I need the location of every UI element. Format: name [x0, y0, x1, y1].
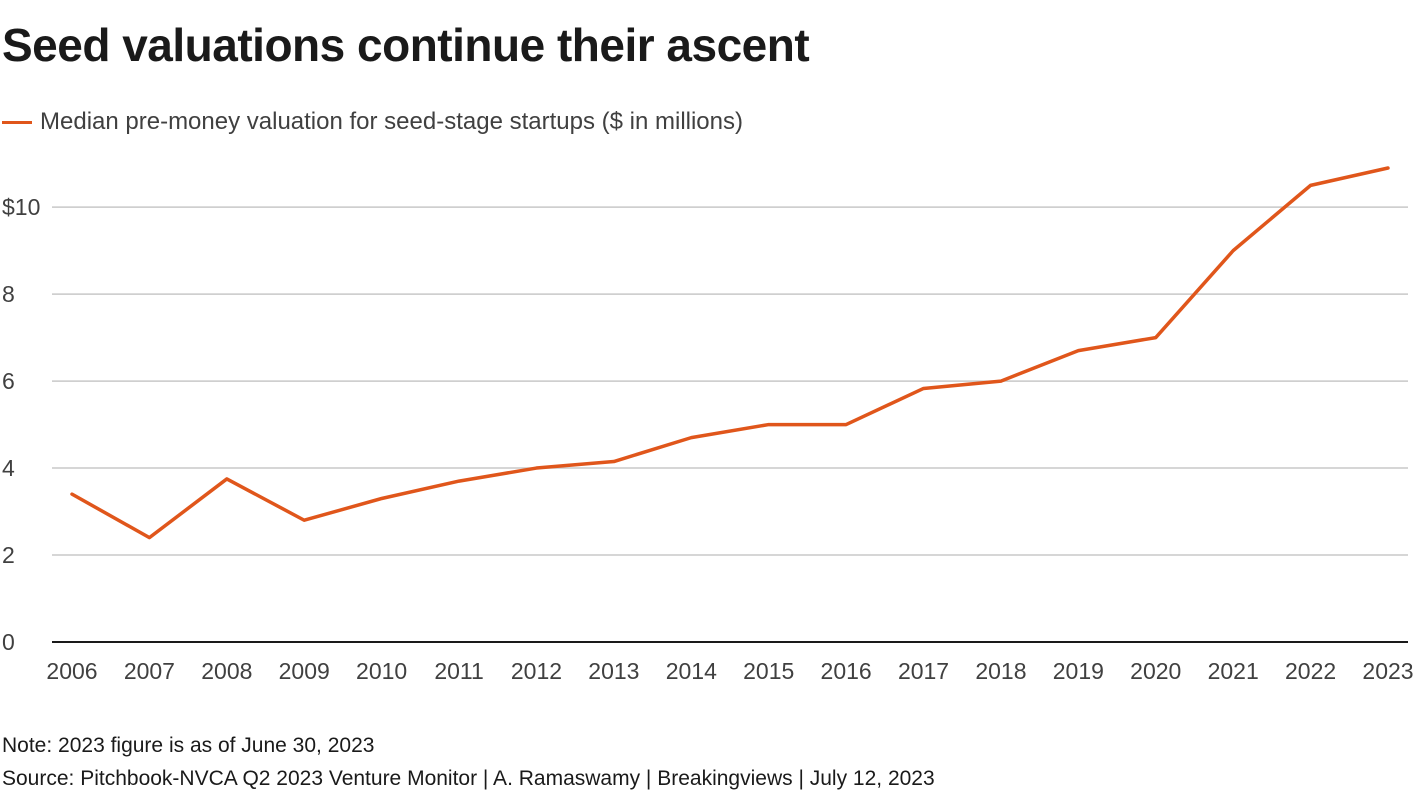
- data-point: [225, 477, 229, 481]
- x-tick-label: 2008: [201, 658, 252, 684]
- legend-label: Median pre-money valuation for seed-stag…: [40, 108, 743, 135]
- x-tick-label: 2019: [1053, 658, 1104, 684]
- data-point: [147, 536, 151, 540]
- x-tick-label: 2017: [898, 658, 949, 684]
- x-tick-label: 2010: [356, 658, 407, 684]
- data-point: [534, 466, 538, 470]
- data-point: [767, 423, 771, 427]
- x-tick-label: 2015: [743, 658, 794, 684]
- x-tick-label: 2013: [588, 658, 639, 684]
- x-tick-label: 2009: [279, 658, 330, 684]
- data-point: [1076, 349, 1080, 353]
- data-point: [302, 518, 306, 522]
- data-point: [1309, 183, 1313, 187]
- line-chart: 0 2 4 6 8 $10 2006 2007 2008 2009 2010 2011 2012 2013…: [2, 166, 1414, 684]
- x-tick-label: 2022: [1285, 658, 1336, 684]
- data-point: [1231, 249, 1235, 253]
- data-point: [922, 386, 926, 390]
- y-tick-label: 2: [2, 542, 15, 568]
- x-tick-label: 2014: [666, 658, 717, 684]
- y-tick-label: 4: [2, 455, 15, 481]
- x-tick-label: 2012: [511, 658, 562, 684]
- x-tick-label: 2007: [124, 658, 175, 684]
- data-point: [612, 460, 616, 464]
- x-tick-label: 2016: [821, 658, 872, 684]
- x-tick-label: 2011: [434, 658, 483, 684]
- data-point: [999, 379, 1003, 383]
- data-point: [844, 423, 848, 427]
- x-tick-label: 2018: [975, 658, 1026, 684]
- x-tick-label: 2023: [1362, 658, 1413, 684]
- y-tick-label: $10: [2, 194, 40, 220]
- y-tick-label: 0: [2, 629, 15, 655]
- data-point: [380, 496, 384, 500]
- data-point: [1154, 336, 1158, 340]
- data-point: [689, 436, 693, 440]
- legend-swatch: [2, 120, 32, 124]
- y-tick-label: 6: [2, 368, 15, 394]
- chart-legend: Median pre-money valuation for seed-stag…: [2, 106, 743, 138]
- data-point: [457, 479, 461, 483]
- series-line: [70, 166, 1390, 540]
- y-tick-label: 8: [2, 281, 15, 307]
- x-tick-label: 2020: [1130, 658, 1181, 684]
- x-tick-label: 2021: [1208, 658, 1259, 684]
- chart-source: Source: Pitchbook-NVCA Q2 2023 Venture M…: [2, 767, 935, 790]
- chart-title: Seed valuations continue their ascent: [2, 19, 810, 71]
- data-point: [70, 492, 74, 496]
- x-tick-label: 2006: [46, 658, 97, 684]
- data-point: [1386, 166, 1390, 170]
- chart-note: Note: 2023 figure is as of June 30, 2023: [2, 734, 375, 757]
